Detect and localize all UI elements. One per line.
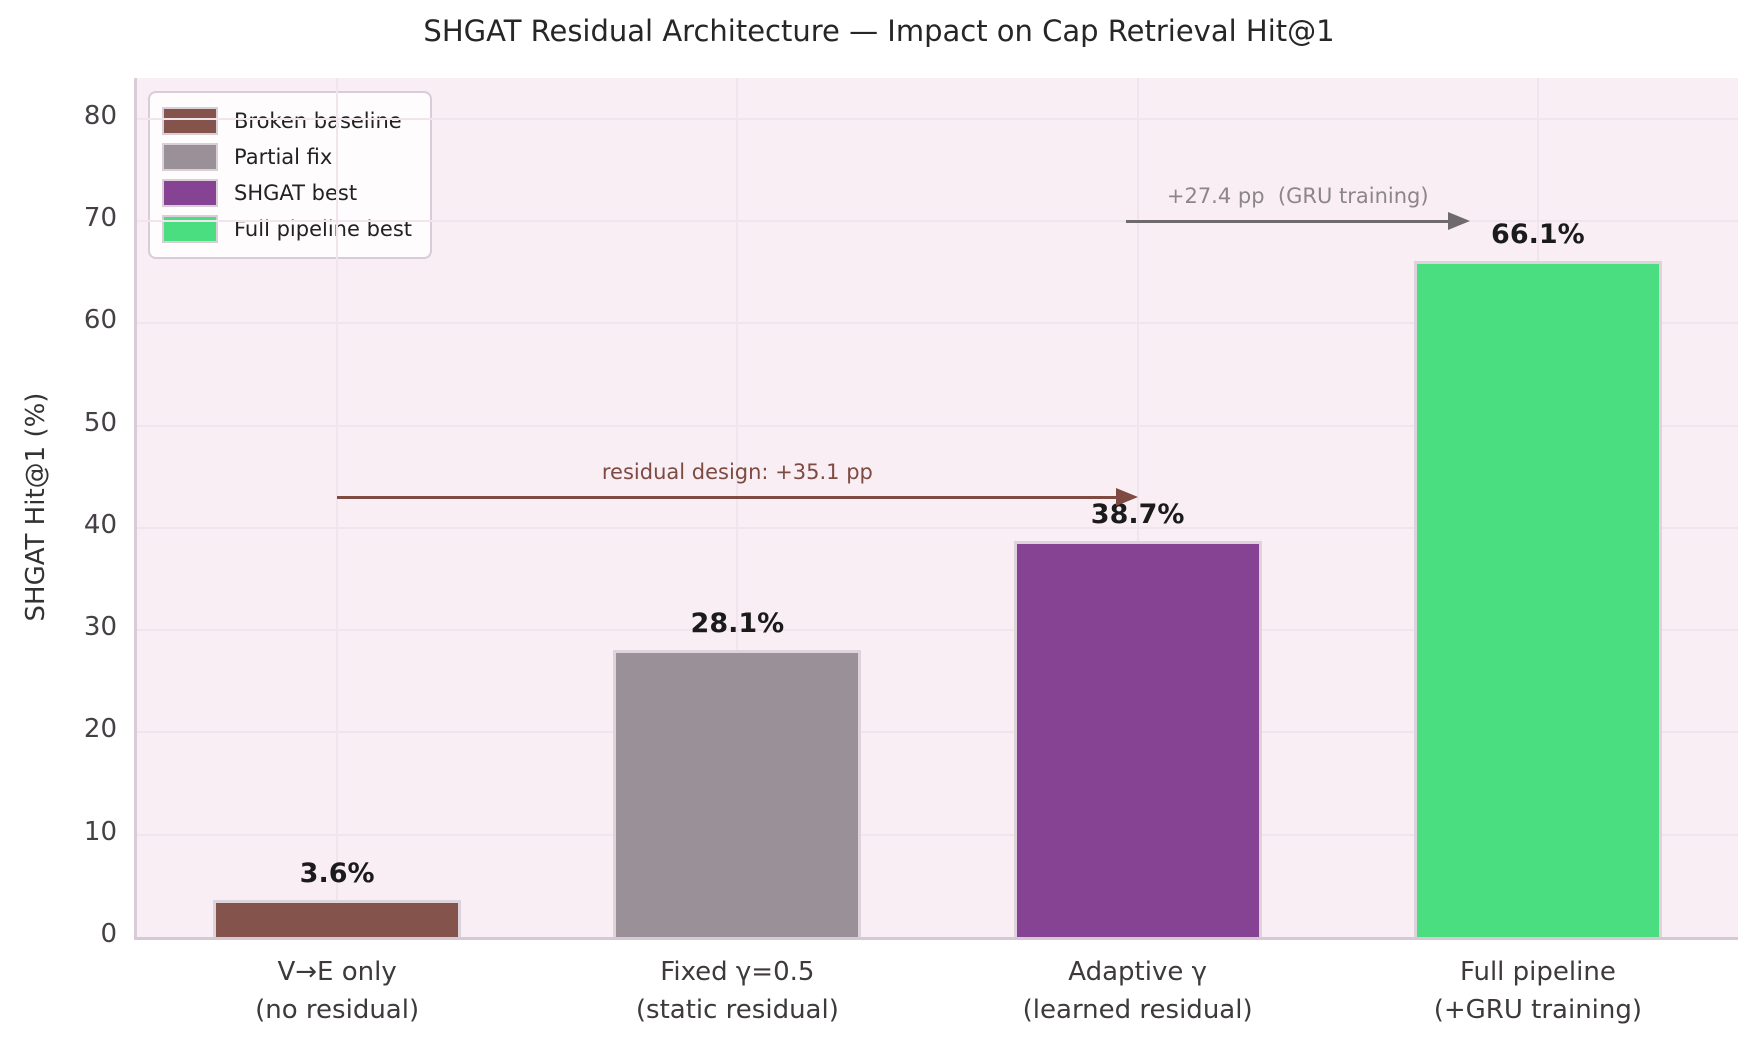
- x-tick-label: Full pipeline (+GRU training): [1433, 957, 1643, 1025]
- y-tick-label: 30: [83, 612, 117, 643]
- bar: [213, 900, 462, 937]
- y-tick-label: 20: [83, 714, 117, 745]
- gridline-h: [137, 526, 1738, 529]
- gridline-h: [137, 117, 1738, 120]
- y-tick-label: 80: [83, 100, 117, 131]
- gridline-v: [736, 78, 739, 937]
- x-tick-label: V→E only (no residual): [255, 957, 420, 1025]
- gridline-v: [336, 78, 339, 937]
- plot-area: Broken baseline Partial fix SHGAT best Full…: [134, 78, 1738, 940]
- bar: [613, 649, 862, 937]
- legend-swatch: [162, 107, 218, 135]
- chart-title: SHGAT Residual Architecture — Impact on …: [423, 14, 1335, 48]
- legend-swatch: [162, 179, 218, 207]
- gridline-h: [137, 220, 1738, 223]
- legend-item: SHGAT best: [162, 175, 412, 211]
- gridline-h: [137, 322, 1738, 325]
- value-label: 3.6%: [299, 858, 375, 890]
- y-tick-label: 10: [83, 816, 117, 847]
- legend-item: Partial fix: [162, 139, 412, 175]
- y-tick-label: 0: [100, 919, 117, 949]
- annotation-arrow-line: [337, 495, 1118, 499]
- legend-swatch: [162, 143, 218, 171]
- gridline-v: [1136, 78, 1139, 937]
- legend-label: SHGAT best: [234, 181, 358, 205]
- gridline-h: [137, 424, 1738, 427]
- value-label: 38.7%: [1090, 499, 1185, 531]
- legend-label: Partial fix: [234, 145, 333, 169]
- annotation-text: +27.4 pp (GRU training): [1166, 184, 1429, 209]
- gridline-h: [137, 629, 1738, 632]
- legend-item: Full pipeline best: [162, 211, 412, 247]
- y-tick-label: 40: [83, 509, 117, 540]
- x-tick-label: Adaptive γ (learned residual): [1022, 957, 1253, 1025]
- y-tick-label: 60: [83, 305, 117, 336]
- legend-item: Broken baseline: [162, 103, 412, 139]
- value-label: 28.1%: [690, 607, 785, 639]
- y-tick-label: 70: [83, 203, 117, 234]
- gridline-h: [137, 833, 1738, 836]
- bar: [1013, 541, 1262, 937]
- legend-swatch: [162, 215, 218, 243]
- bar: [1413, 261, 1662, 937]
- y-tick-label: 50: [83, 407, 117, 438]
- annotation-arrow-line: [1125, 219, 1450, 223]
- legend-label: Broken baseline: [234, 109, 402, 133]
- x-tick-label: Fixed γ=0.5 (static residual): [635, 957, 839, 1025]
- legend: Broken baseline Partial fix SHGAT best Full…: [148, 91, 432, 259]
- annotation-arrowhead-icon: [1447, 212, 1470, 231]
- annotation-arrowhead-icon: [1115, 488, 1138, 507]
- annotation-text: residual design: +35.1 pp: [601, 460, 873, 485]
- value-label: 66.1%: [1491, 219, 1585, 251]
- gridline-h: [137, 731, 1738, 734]
